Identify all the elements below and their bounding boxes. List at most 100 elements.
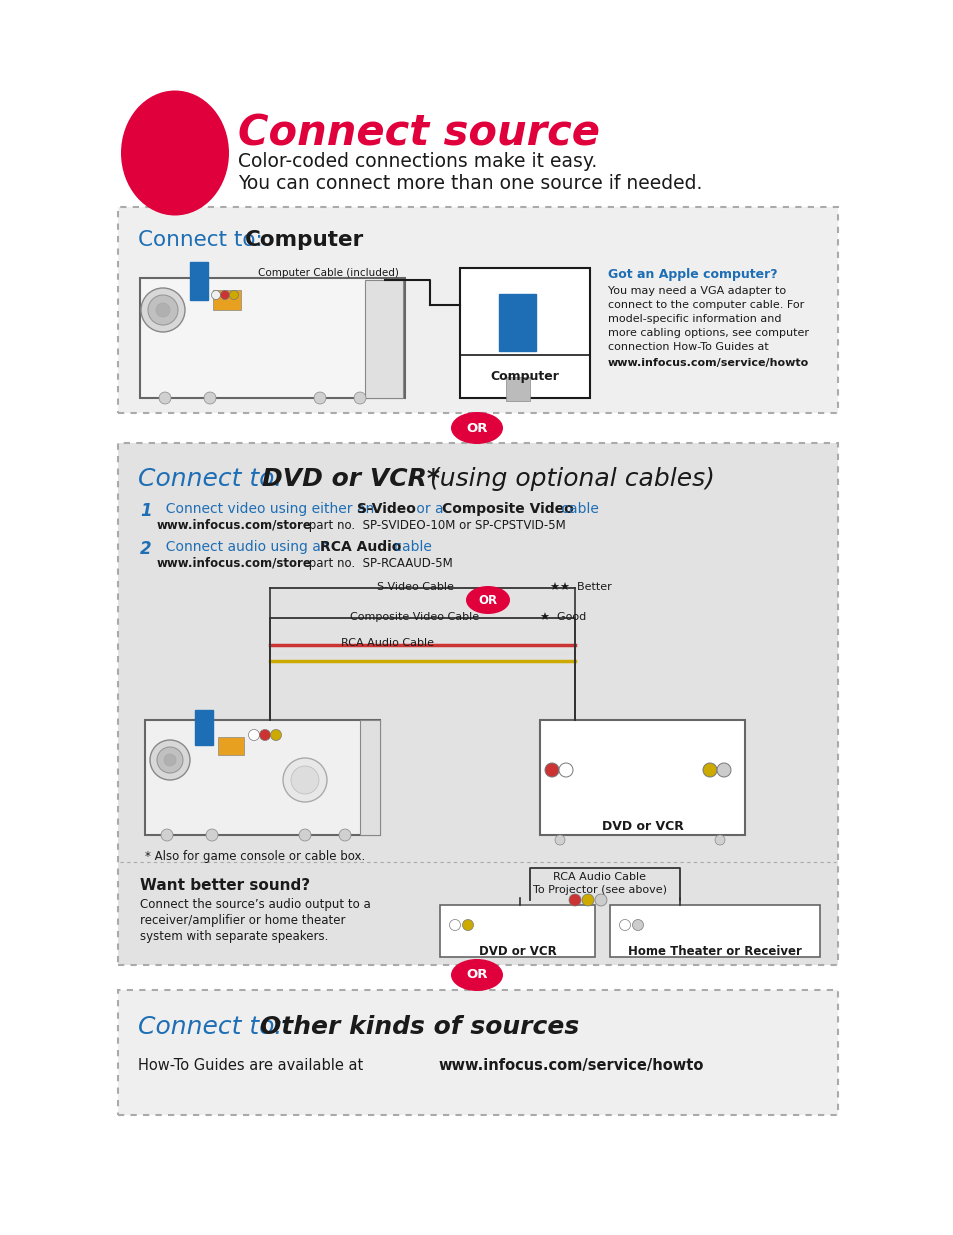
Text: You can connect more than one source if needed.: You can connect more than one source if … [237, 174, 701, 193]
Text: Composite Video: Composite Video [441, 501, 573, 516]
Circle shape [161, 829, 172, 841]
FancyBboxPatch shape [439, 905, 595, 957]
Text: part no.  SP-SVIDEO-10M or SP-CPSTVID-5M: part no. SP-SVIDEO-10M or SP-CPSTVID-5M [305, 519, 565, 532]
Circle shape [714, 835, 724, 845]
Text: Connect to:: Connect to: [138, 230, 270, 249]
Text: DVD or VCR: DVD or VCR [601, 820, 682, 832]
Text: ★  Good: ★ Good [539, 613, 586, 622]
FancyBboxPatch shape [118, 990, 837, 1115]
Text: To Projector (see above): To Projector (see above) [533, 885, 666, 895]
Circle shape [298, 829, 311, 841]
Circle shape [206, 829, 218, 841]
Text: part no.  SP-RCAAUD-5M: part no. SP-RCAAUD-5M [305, 557, 453, 571]
FancyBboxPatch shape [190, 262, 208, 300]
Circle shape [354, 391, 366, 404]
Circle shape [544, 763, 558, 777]
Text: Composite Video Cable: Composite Video Cable [350, 613, 479, 622]
Circle shape [148, 295, 178, 325]
Circle shape [618, 920, 630, 930]
Text: www.infocus.com/store: www.infocus.com/store [157, 519, 312, 532]
Text: receiver/amplifier or home theater: receiver/amplifier or home theater [140, 914, 345, 927]
Text: OR: OR [466, 421, 487, 435]
Text: Other kinds of sources: Other kinds of sources [260, 1015, 578, 1039]
Text: DVD or VCR: DVD or VCR [478, 945, 556, 958]
Text: * Also for game console or cable box.: * Also for game console or cable box. [145, 850, 365, 863]
Text: DVD or VCR*: DVD or VCR* [262, 467, 439, 492]
Circle shape [632, 920, 643, 930]
Circle shape [230, 290, 238, 300]
Text: 1: 1 [140, 501, 152, 520]
Text: or a: or a [412, 501, 448, 516]
Text: system with separate speakers.: system with separate speakers. [140, 930, 328, 944]
Text: S-Video Cable: S-Video Cable [376, 582, 453, 592]
Text: Computer Cable (included): Computer Cable (included) [257, 268, 398, 278]
FancyBboxPatch shape [118, 207, 837, 412]
Text: (using optional cables): (using optional cables) [421, 467, 714, 492]
Text: 2: 2 [140, 540, 152, 558]
Text: Computer: Computer [245, 230, 364, 249]
Circle shape [558, 763, 573, 777]
Text: model-specific information and: model-specific information and [607, 314, 781, 324]
Circle shape [568, 894, 580, 906]
Circle shape [220, 290, 230, 300]
Ellipse shape [465, 585, 510, 614]
Text: How-To Guides are available at: How-To Guides are available at [138, 1058, 368, 1073]
Circle shape [291, 766, 318, 794]
FancyBboxPatch shape [505, 377, 530, 401]
FancyBboxPatch shape [539, 720, 744, 835]
Text: S-Video: S-Video [356, 501, 416, 516]
Text: Connect audio using an: Connect audio using an [157, 540, 334, 555]
Circle shape [283, 758, 327, 802]
FancyBboxPatch shape [218, 737, 244, 755]
Circle shape [555, 835, 564, 845]
Text: Connect to:: Connect to: [138, 1015, 291, 1039]
FancyBboxPatch shape [359, 720, 379, 835]
Text: www.infocus.com/service/howto: www.infocus.com/service/howto [607, 358, 808, 368]
Text: Connect video using either an: Connect video using either an [157, 501, 378, 516]
FancyBboxPatch shape [194, 710, 213, 745]
Circle shape [314, 391, 326, 404]
Text: You may need a VGA adapter to: You may need a VGA adapter to [607, 287, 785, 296]
Circle shape [462, 920, 473, 930]
Text: Color-coded connections make it easy.: Color-coded connections make it easy. [237, 152, 597, 170]
Circle shape [338, 829, 351, 841]
FancyBboxPatch shape [213, 290, 241, 310]
Circle shape [259, 730, 271, 741]
Text: cable: cable [557, 501, 598, 516]
FancyBboxPatch shape [140, 278, 405, 398]
Text: Connect to:: Connect to: [138, 467, 291, 492]
Circle shape [141, 288, 185, 332]
Circle shape [159, 391, 171, 404]
Text: ★★  Better: ★★ Better [550, 582, 611, 592]
Text: RCA Audio Cable: RCA Audio Cable [553, 872, 646, 882]
Circle shape [157, 747, 183, 773]
Text: www.infocus.com/service/howto: www.infocus.com/service/howto [437, 1058, 702, 1073]
Circle shape [702, 763, 717, 777]
Text: Computer: Computer [490, 370, 558, 383]
Text: cable: cable [390, 540, 432, 555]
Text: www.infocus.com/store: www.infocus.com/store [157, 557, 312, 571]
Circle shape [595, 894, 606, 906]
FancyBboxPatch shape [118, 443, 837, 965]
Circle shape [212, 290, 220, 300]
FancyBboxPatch shape [365, 280, 402, 398]
Text: OR: OR [478, 594, 497, 606]
Text: connect to the computer cable. For: connect to the computer cable. For [607, 300, 803, 310]
Text: more cabling options, see computer: more cabling options, see computer [607, 329, 808, 338]
FancyBboxPatch shape [145, 720, 379, 835]
Text: connection How-To Guides at: connection How-To Guides at [607, 342, 768, 352]
Text: RCA Audio: RCA Audio [319, 540, 401, 555]
Circle shape [150, 740, 190, 781]
Circle shape [271, 730, 281, 741]
Text: Got an Apple computer?: Got an Apple computer? [607, 268, 777, 282]
Circle shape [204, 391, 215, 404]
Text: Want better sound?: Want better sound? [140, 878, 310, 893]
Text: Home Theater or Receiver: Home Theater or Receiver [627, 945, 801, 958]
FancyBboxPatch shape [498, 294, 536, 351]
Ellipse shape [451, 960, 502, 990]
Circle shape [581, 894, 594, 906]
Text: Connect source: Connect source [237, 112, 599, 154]
Circle shape [156, 303, 170, 317]
Ellipse shape [121, 90, 229, 215]
Circle shape [717, 763, 730, 777]
